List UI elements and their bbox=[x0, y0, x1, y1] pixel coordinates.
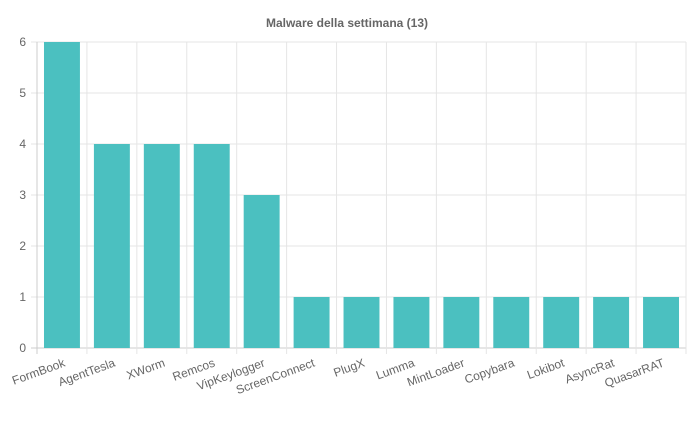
bar-screenconnect[interactable] bbox=[293, 297, 330, 348]
x-tick-label: PlugX bbox=[332, 356, 367, 380]
y-tick-label: 1 bbox=[19, 290, 26, 304]
bar-lokibot[interactable] bbox=[543, 297, 580, 348]
x-tick-label: AgentTesla bbox=[56, 356, 117, 390]
x-tick-label: Copybara bbox=[463, 356, 517, 387]
bars bbox=[43, 42, 680, 348]
bar-lumma[interactable] bbox=[393, 297, 430, 348]
x-tick-label: MintLoader bbox=[405, 356, 466, 390]
chart-title: Malware della settimana (13) bbox=[266, 16, 428, 30]
bar-copybara[interactable] bbox=[493, 297, 530, 348]
bar-formbook[interactable] bbox=[43, 42, 80, 348]
x-tick-label: XWorm bbox=[125, 356, 167, 383]
grid-lines bbox=[31, 41, 687, 354]
bar-asyncrat[interactable] bbox=[593, 297, 630, 348]
y-tick-label: 2 bbox=[19, 239, 26, 253]
y-tick-label: 5 bbox=[19, 86, 26, 100]
bar-vipkeylogger[interactable] bbox=[243, 195, 280, 348]
y-axis-ticks: 0 1 2 3 4 5 6 bbox=[19, 35, 26, 355]
bar-xworm[interactable] bbox=[143, 144, 180, 348]
x-tick-label: Lokibot bbox=[525, 355, 567, 382]
bar-remcos[interactable] bbox=[193, 144, 230, 348]
y-tick-label: 6 bbox=[19, 35, 26, 49]
bar-mintloader[interactable] bbox=[443, 297, 480, 348]
y-tick-label: 0 bbox=[19, 341, 26, 355]
bar-quasarrat[interactable] bbox=[643, 297, 680, 348]
y-tick-label: 4 bbox=[19, 137, 26, 151]
y-tick-label: 3 bbox=[19, 188, 26, 202]
bar-plugx[interactable] bbox=[343, 297, 380, 348]
bar-agenttesla[interactable] bbox=[93, 144, 130, 348]
